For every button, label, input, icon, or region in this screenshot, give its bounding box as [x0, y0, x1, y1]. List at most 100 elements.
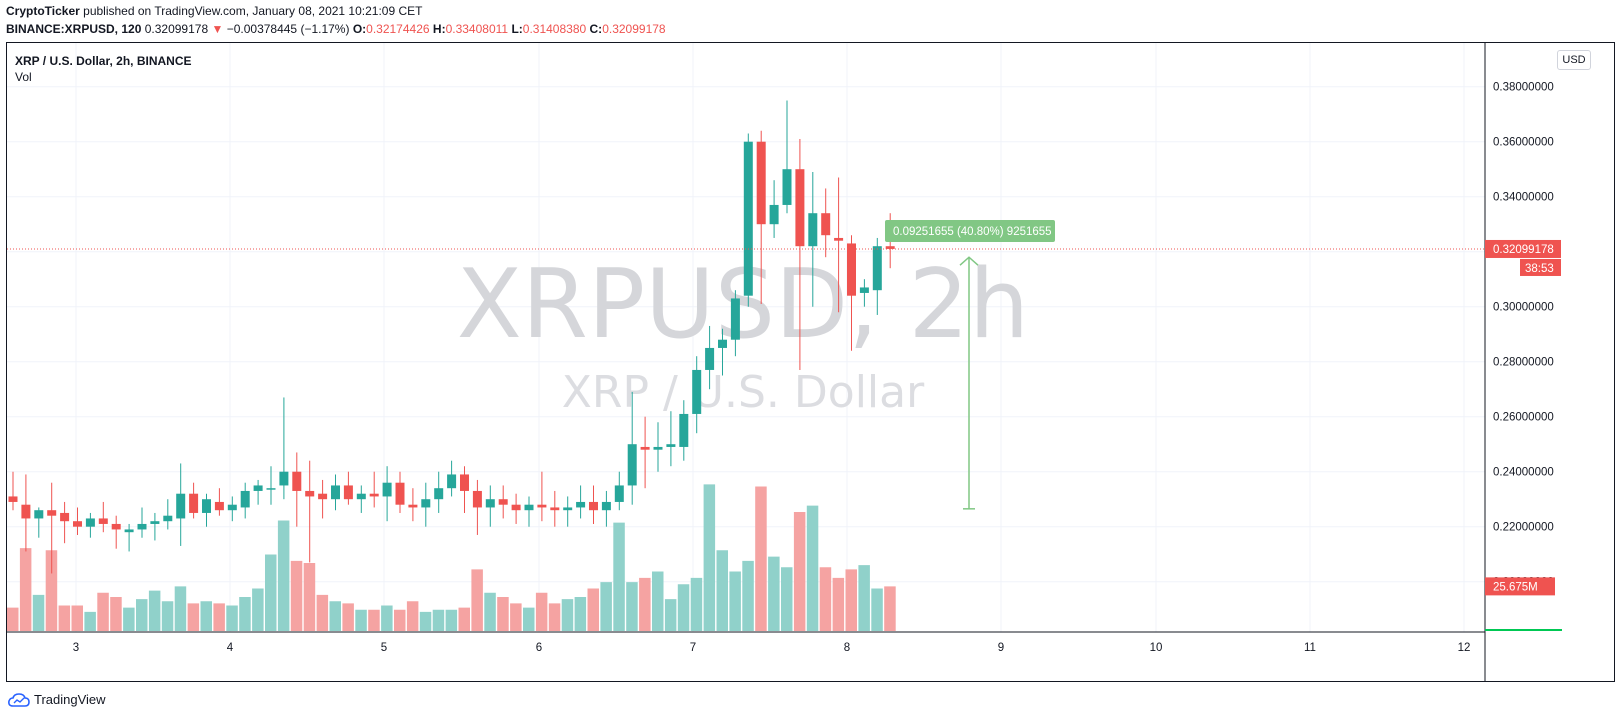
- volume-bar: [819, 567, 832, 631]
- volume-bar: [406, 601, 419, 631]
- candle: [60, 501, 70, 544]
- candle: [34, 507, 44, 538]
- candle-body: [447, 474, 457, 489]
- time-tick-label: 11: [1304, 642, 1316, 654]
- price-tick-label: 0.28000000: [1493, 357, 1554, 369]
- last-price-badge: [1485, 239, 1561, 258]
- candle-body: [34, 510, 44, 519]
- candle: [227, 496, 237, 522]
- candle-body: [421, 499, 431, 508]
- candle: [189, 482, 199, 519]
- volume-bar: [419, 611, 432, 631]
- candle: [331, 474, 340, 511]
- candle-body: [769, 204, 779, 225]
- volume-bar: [510, 603, 522, 631]
- candle-body: [666, 444, 676, 447]
- volume-bar: [535, 592, 548, 631]
- close-value: 0.32099178: [602, 22, 666, 36]
- volume-bar: [677, 584, 690, 631]
- candle: [111, 515, 121, 549]
- time-tick-label: 9: [998, 642, 1004, 654]
- candle: [563, 496, 573, 527]
- volume-bar: [652, 571, 664, 631]
- candle: [214, 488, 224, 516]
- candle: [382, 466, 392, 522]
- price-axis[interactable]: 0.380000000.360000000.340000000.32000000…: [1493, 82, 1554, 589]
- currency-button[interactable]: USD: [1557, 50, 1591, 70]
- last-price-badge-label: 0.32099178: [1493, 244, 1554, 256]
- candle-body: [563, 507, 573, 511]
- candle: [718, 328, 727, 376]
- candle-body: [279, 471, 289, 486]
- candle-body: [202, 499, 211, 513]
- measure-label: 0.09251655 (40.80%) 9251655: [893, 226, 1052, 238]
- candle-body: [614, 485, 624, 502]
- candle-body: [124, 529, 134, 533]
- candle-body: [460, 474, 469, 491]
- candle-body: [859, 287, 869, 293]
- candle-body: [60, 512, 70, 522]
- candle-body: [679, 413, 689, 447]
- volume-bar: [45, 550, 58, 631]
- volume-bar: [768, 556, 780, 631]
- candle-body: [382, 482, 392, 497]
- candle: [756, 130, 766, 304]
- measure-tool[interactable]: 0.09251655 (40.80%) 9251655: [885, 220, 1055, 510]
- candle: [679, 400, 689, 461]
- candle-body: [601, 501, 611, 511]
- footer-brand: TradingView: [34, 692, 106, 707]
- volume-bar: [303, 563, 316, 631]
- volume-bar: [110, 597, 122, 631]
- candle: [73, 507, 82, 535]
- volume-bar: [845, 569, 857, 631]
- volume-bar: [355, 609, 367, 631]
- legend-volume: Vol: [15, 70, 32, 84]
- low-value: 0.31408380: [522, 22, 587, 36]
- candle: [601, 490, 611, 527]
- candle: [537, 471, 547, 522]
- time-tick-label: 6: [536, 642, 542, 654]
- volume-bar: [471, 569, 483, 631]
- price-chart[interactable]: XRPUSD, 2h XRP / U.S. Dollar 0.09251655 …: [7, 43, 1614, 681]
- price-tick-label: 0.22000000: [1493, 522, 1554, 534]
- candle: [240, 482, 250, 519]
- candle-body: [795, 169, 805, 247]
- volume-bar: [200, 601, 212, 631]
- candle-body: [111, 523, 121, 530]
- candles: [8, 100, 895, 574]
- candle-body: [485, 499, 495, 508]
- candle-body: [627, 444, 637, 486]
- volume-bar: [613, 522, 625, 631]
- close-label: C:: [589, 22, 603, 36]
- time-tick-label: 7: [690, 642, 696, 654]
- candle: [743, 133, 753, 307]
- measure-arrow-icon: [959, 256, 979, 266]
- candle: [279, 397, 289, 500]
- candle-body: [537, 504, 547, 508]
- candle-body: [834, 237, 844, 241]
- candle-body: [640, 446, 650, 450]
- candle: [253, 479, 263, 505]
- volume-bar: [523, 607, 535, 631]
- volume-bar: [703, 484, 716, 631]
- volume-bar: [252, 588, 264, 631]
- published-text: published on TradingView.com, January 08…: [79, 4, 423, 18]
- candle: [782, 100, 792, 214]
- candle-body: [472, 490, 482, 508]
- volume-bar: [639, 577, 651, 631]
- volume-bar: [729, 571, 741, 631]
- candle-body: [98, 518, 108, 524]
- time-axis[interactable]: 3 4 5 6 7 8 9 10 11 12: [73, 642, 1471, 654]
- volume-bar: [226, 605, 238, 631]
- ohlc-header: BINANCE:XRPUSD, 120 0.32099178 ▼ −0.0037…: [6, 22, 666, 36]
- volume-bar: [458, 607, 470, 631]
- axis-badges: 0.32099178 38:53 25.675M: [1485, 239, 1562, 631]
- volume-bar: [587, 588, 599, 631]
- candle-body: [292, 471, 302, 491]
- candle: [769, 180, 779, 238]
- volume-bar: [97, 592, 109, 631]
- candle-body: [885, 246, 895, 249]
- candle-body: [511, 504, 521, 511]
- candle-body: [227, 504, 237, 511]
- candle-body: [343, 485, 353, 500]
